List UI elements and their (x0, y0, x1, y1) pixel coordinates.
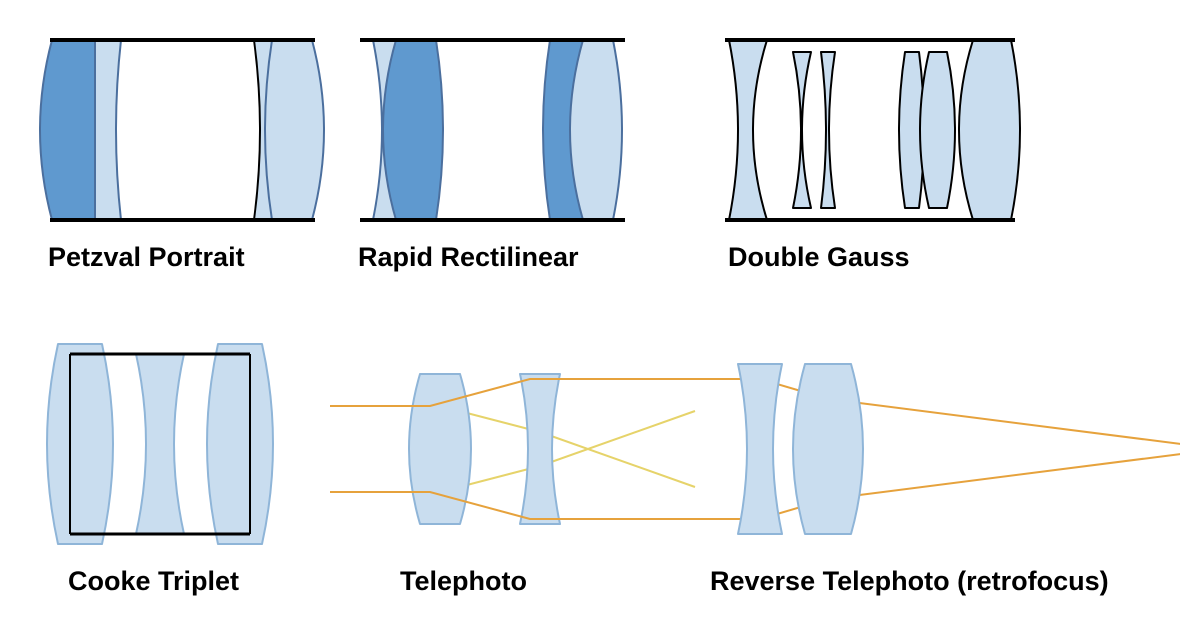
lens-diagram-grid: Petzval Portrait Rapid Rectilinear Doubl… (0, 0, 1180, 637)
label-petzval: Petzval Portrait (30, 242, 245, 273)
label-rapid-rectilinear: Rapid Rectilinear (340, 242, 579, 273)
cell-rapid-rectilinear: Rapid Rectilinear (340, 20, 700, 314)
diagram-double-gauss (710, 20, 1030, 240)
label-telephoto: Telephoto (340, 566, 527, 597)
label-cooke-triplet: Cooke Triplet (30, 566, 239, 597)
diagram-rapid-rectilinear (340, 20, 640, 240)
diagram-cooke-triplet (30, 334, 290, 564)
label-reverse-telephoto: Reverse Telephoto (retrofocus) (710, 566, 1109, 597)
label-double-gauss: Double Gauss (710, 242, 910, 273)
diagram-telephoto (340, 334, 700, 564)
diagram-reverse-telephoto (710, 334, 1180, 564)
cell-double-gauss: Double Gauss (710, 20, 1180, 314)
cell-reverse-telephoto: Reverse Telephoto (retrofocus) (710, 334, 1180, 628)
cell-petzval: Petzval Portrait (30, 20, 330, 314)
cell-cooke-triplet: Cooke Triplet (30, 334, 330, 628)
diagram-petzval (30, 20, 330, 240)
